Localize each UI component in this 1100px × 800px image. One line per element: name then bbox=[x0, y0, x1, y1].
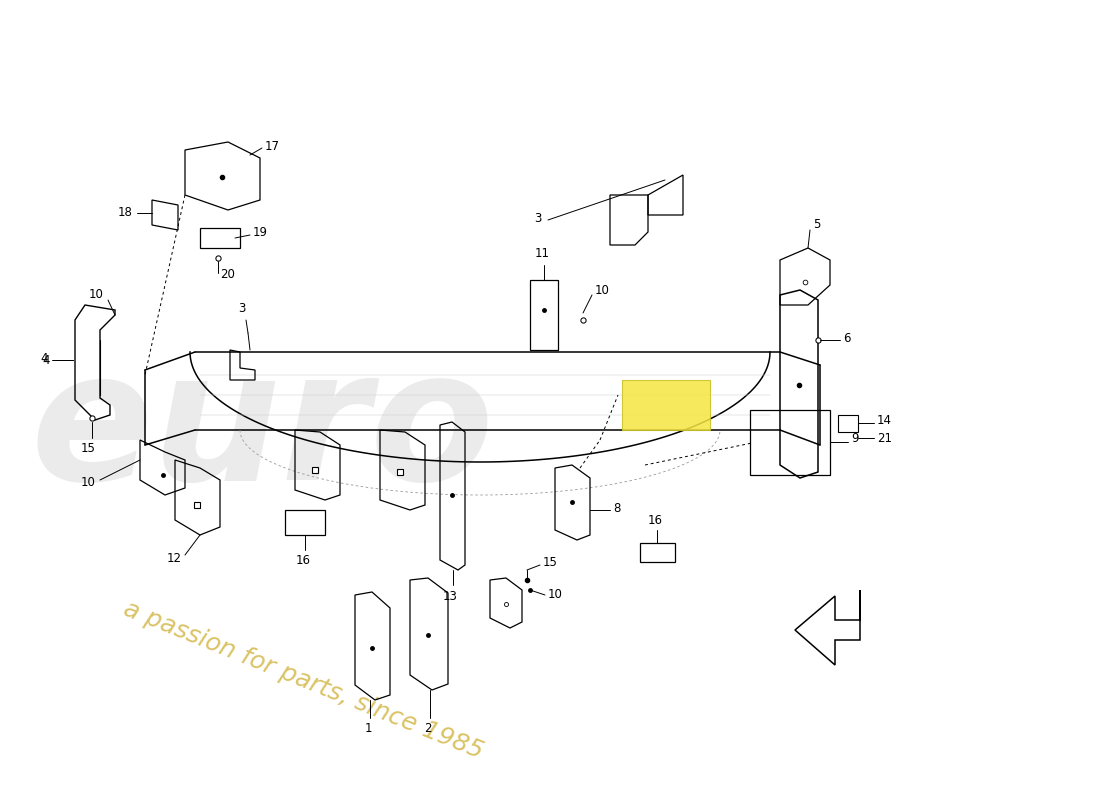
Text: 4: 4 bbox=[43, 354, 50, 366]
Text: 6: 6 bbox=[843, 331, 850, 345]
Text: 10: 10 bbox=[81, 475, 96, 489]
Text: 16: 16 bbox=[648, 514, 662, 527]
Text: a passion for parts, since 1985: a passion for parts, since 1985 bbox=[120, 597, 486, 763]
Text: 10: 10 bbox=[89, 289, 104, 302]
Text: 13: 13 bbox=[442, 590, 458, 603]
Text: 1: 1 bbox=[364, 722, 372, 735]
Text: 14: 14 bbox=[877, 414, 892, 426]
Text: 11: 11 bbox=[535, 247, 550, 260]
Text: 17: 17 bbox=[265, 139, 280, 153]
Text: 12: 12 bbox=[167, 551, 182, 565]
Text: 10: 10 bbox=[548, 589, 563, 602]
Text: 8: 8 bbox=[613, 502, 620, 514]
Text: 2: 2 bbox=[425, 722, 431, 735]
Text: 15: 15 bbox=[543, 557, 558, 570]
Text: 16: 16 bbox=[296, 554, 310, 567]
Text: 15: 15 bbox=[80, 442, 96, 455]
Text: 18: 18 bbox=[118, 206, 133, 219]
Text: 19: 19 bbox=[253, 226, 268, 239]
Text: 10: 10 bbox=[595, 283, 609, 297]
Text: 9: 9 bbox=[851, 431, 858, 445]
Polygon shape bbox=[621, 380, 710, 430]
Text: 5: 5 bbox=[813, 218, 821, 231]
Text: euro: euro bbox=[30, 342, 494, 518]
Text: 21: 21 bbox=[877, 431, 892, 445]
Text: 3: 3 bbox=[535, 211, 542, 225]
Text: 20: 20 bbox=[220, 269, 235, 282]
Text: 4: 4 bbox=[41, 351, 48, 365]
Polygon shape bbox=[795, 590, 860, 665]
Text: 3: 3 bbox=[239, 302, 245, 315]
